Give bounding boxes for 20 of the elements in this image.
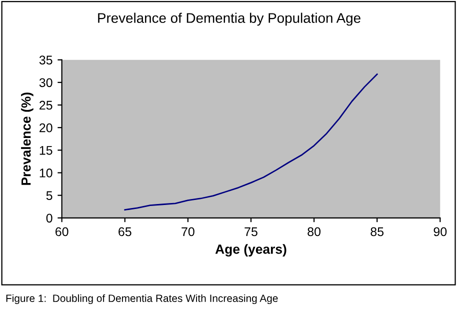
x-tick-label: 85	[370, 227, 384, 236]
y-axis-title: Prevalence (%)	[21, 92, 34, 185]
x-tick-label: 75	[244, 227, 258, 236]
y-tick-label: 10	[40, 168, 52, 178]
x-tick-label: 80	[308, 227, 320, 236]
y-tick-label: 15	[40, 146, 52, 155]
x-tick-label: 65	[118, 227, 132, 236]
x-axis-title: Age (years)	[215, 244, 286, 257]
x-tick-label: 70	[182, 227, 194, 236]
y-tick-label: 30	[39, 78, 52, 88]
x-tick-label: 90	[434, 227, 447, 236]
x-tick-label: 60	[56, 227, 68, 236]
caption: Figure 1: Doubling of Dementia Rates With Increasing Age	[6, 294, 278, 304]
y-tick-label: 5	[46, 191, 52, 200]
y-tick-label: 25	[40, 100, 52, 110]
y-tick-label: 20	[40, 123, 52, 132]
y-tick-label: 0	[46, 214, 52, 223]
chart-title: Prevelance of Dementia by Population Age	[98, 12, 360, 26]
y-tick-label: 35	[39, 56, 52, 64]
line-series	[124, 74, 378, 210]
